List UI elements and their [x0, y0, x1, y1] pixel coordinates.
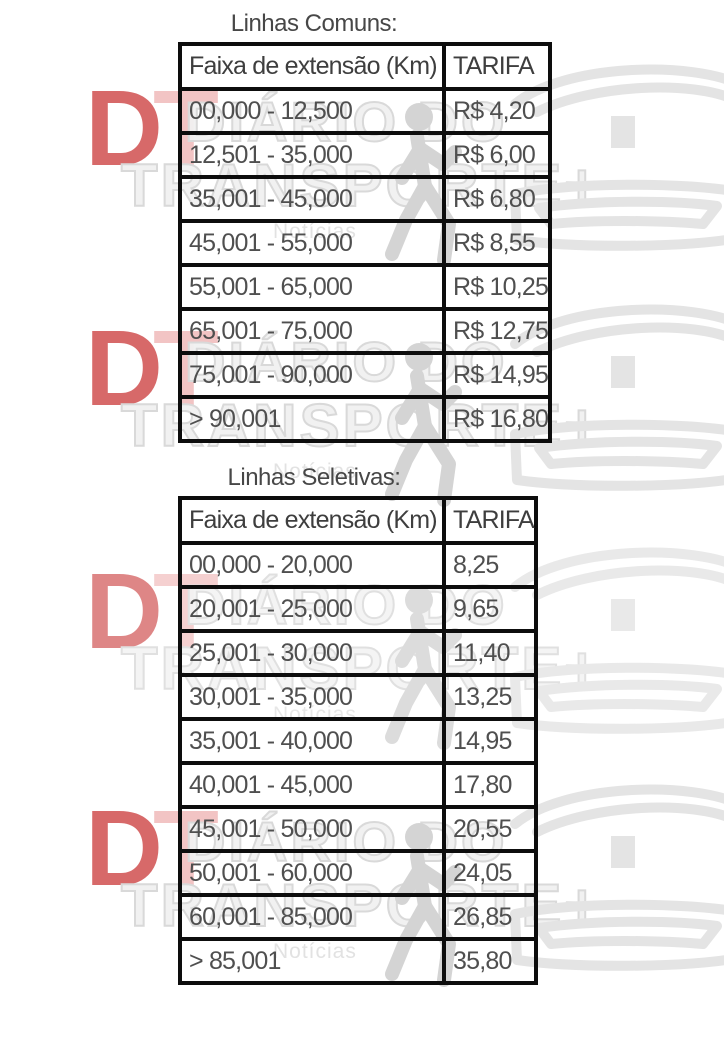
tarifa-header: TARIFA: [441, 42, 553, 91]
content-layer: Linhas Comuns: Faixa de extensão (Km) TA…: [178, 10, 553, 985]
tarifa-cell: R$ 10,25: [441, 263, 553, 311]
linhas-comuns-table: Faixa de extensão (Km) TARIFA 00,000 - 1…: [178, 42, 553, 443]
table-row: 40,001 - 45,000 17,80: [178, 761, 538, 809]
faixa-header: Faixa de extensão (Km): [178, 496, 446, 545]
tarifa-cell: 9,65: [442, 585, 538, 633]
faixa-cell: 00,000 - 20,000: [178, 541, 446, 589]
tarifa-cell: 26,85: [442, 893, 538, 941]
faixa-cell: 45,001 - 50,000: [178, 805, 446, 853]
watermark-subtitle: Notícias: [273, 460, 357, 483]
faixa-cell: 60,001 - 85,000: [178, 893, 446, 941]
faixa-cell: 40,001 - 45,000: [178, 761, 446, 809]
table-row: 25,001 - 30,000 11,40: [178, 629, 538, 677]
faixa-cell: 25,001 - 30,000: [178, 629, 446, 677]
faixa-cell: 20,001 - 25,000: [178, 585, 446, 633]
linhas-seletivas-section: Linhas Seletivas: Faixa de extensão (Km)…: [178, 464, 538, 985]
dt-logo-d: D: [85, 787, 163, 908]
faixa-header: Faixa de extensão (Km): [178, 42, 446, 91]
faixa-cell: 55,001 - 65,000: [178, 263, 446, 311]
tarifa-cell: 35,80: [442, 937, 538, 985]
linhas-seletivas-table: Faixa de extensão (Km) TARIFA 00,000 - 2…: [178, 496, 538, 985]
faixa-cell: 75,001 - 90,000: [178, 351, 446, 399]
tarifa-cell: R$ 16,80: [441, 395, 553, 443]
faixa-cell: 12,501 - 35,000: [178, 131, 446, 179]
table-row: 30,001 - 35,000 13,25: [178, 673, 538, 721]
table-header-row: Faixa de extensão (Km) TARIFA: [178, 42, 553, 91]
table-row: 12,501 - 35,000 R$ 6,00: [178, 131, 553, 179]
tarifa-cell: 24,05: [442, 849, 538, 897]
tarifa-cell: R$ 14,95: [441, 351, 553, 399]
linhas-comuns-title: Linhas Comuns:: [230, 10, 398, 37]
tarifa-cell: 14,95: [442, 717, 538, 765]
tarifa-cell: 17,80: [442, 761, 538, 809]
table-row: 45,001 - 50,000 20,55: [178, 805, 538, 853]
tarifa-cell: 20,55: [442, 805, 538, 853]
bus-front-icon: [503, 762, 724, 1002]
table-row: 65,001 - 75,000 R$ 12,75: [178, 307, 553, 355]
table-row: 75,001 - 90,000 R$ 14,95: [178, 351, 553, 399]
table-row: 35,001 - 40,000 14,95: [178, 717, 538, 765]
faixa-cell: 30,001 - 35,000: [178, 673, 446, 721]
table-row: 50,001 - 60,000 24,05: [178, 849, 538, 897]
dt-logo-d: D: [85, 67, 163, 188]
table-row: > 90,001 R$ 16,80: [178, 395, 553, 443]
table-row: 20,001 - 25,000 9,65: [178, 585, 538, 633]
tarifa-cell: R$ 4,20: [441, 87, 553, 135]
tarifa-cell: R$ 6,00: [441, 131, 553, 179]
table-row: > 85,001 35,80: [178, 937, 538, 985]
table-row: 00,000 - 12,500 R$ 4,20: [178, 87, 553, 135]
tarifa-cell: R$ 6,80: [441, 175, 553, 223]
faixa-cell: 50,001 - 60,000: [178, 849, 446, 897]
table-row: 00,000 - 20,000 8,25: [178, 541, 538, 589]
tarifa-cell: 11,40: [442, 629, 538, 677]
faixa-cell: 00,000 - 12,500: [178, 87, 446, 135]
dt-logo-d: D: [85, 550, 163, 671]
table-row: 55,001 - 65,000 R$ 10,25: [178, 263, 553, 311]
tarifa-cell: R$ 8,55: [441, 219, 553, 267]
linhas-comuns-section: Linhas Comuns: Faixa de extensão (Km) TA…: [178, 10, 553, 443]
faixa-cell: 65,001 - 75,000: [178, 307, 446, 355]
tarifa-cell: 8,25: [442, 541, 538, 589]
dt-logo-d: D: [85, 307, 163, 428]
table-row: 45,001 - 55,000 R$ 8,55: [178, 219, 553, 267]
linhas-seletivas-title: Linhas Seletivas:: [227, 464, 401, 491]
tarifa-cell: R$ 12,75: [441, 307, 553, 355]
faixa-cell: > 85,001: [178, 937, 446, 985]
table-row: 60,001 - 85,000 26,85: [178, 893, 538, 941]
tarifa-header: TARIFA: [442, 496, 538, 545]
bus-front-icon: [503, 525, 724, 765]
table-header-row: Faixa de extensão (Km) TARIFA: [178, 496, 538, 545]
tarifa-cell: 13,25: [442, 673, 538, 721]
faixa-cell: 35,001 - 45,000: [178, 175, 446, 223]
faixa-cell: > 90,001: [178, 395, 446, 443]
faixa-cell: 45,001 - 55,000: [178, 219, 446, 267]
faixa-cell: 35,001 - 40,000: [178, 717, 446, 765]
table-row: 35,001 - 45,000 R$ 6,80: [178, 175, 553, 223]
